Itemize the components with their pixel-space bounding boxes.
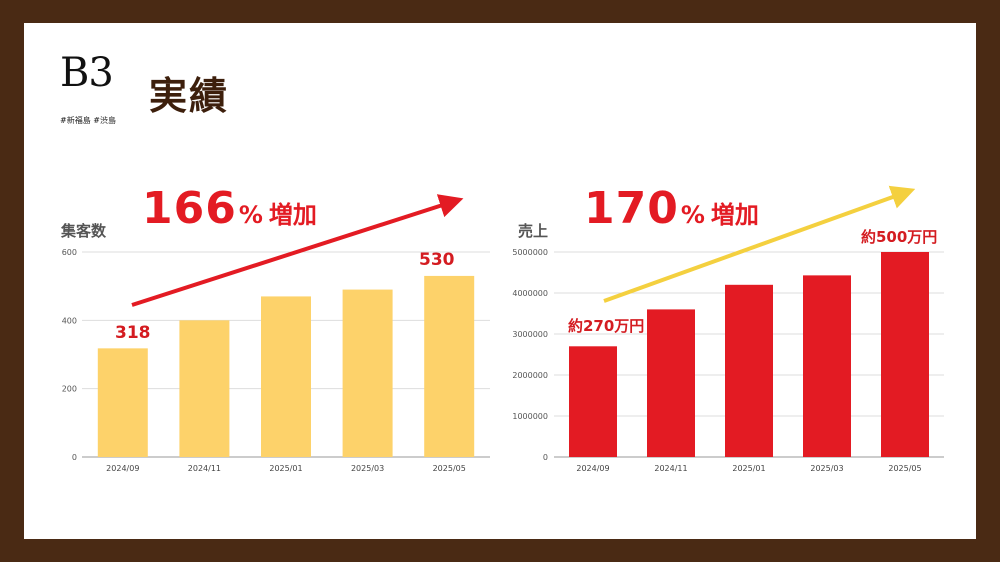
right-growth: 170% 増加 bbox=[584, 183, 759, 234]
left-growth: 166% 増加 bbox=[142, 183, 317, 234]
logo-tags: #新福島 #渋島 bbox=[60, 116, 116, 125]
left-growth-text: 増加 bbox=[268, 201, 317, 229]
right-bar bbox=[881, 252, 929, 457]
left-bar bbox=[261, 296, 311, 457]
right-ytick-label: 2000000 bbox=[512, 371, 548, 380]
left-bar bbox=[179, 320, 230, 457]
right-xtick-label: 2025/03 bbox=[810, 464, 843, 473]
left-bar bbox=[424, 275, 475, 457]
right-xtick-label: 2025/05 bbox=[888, 464, 921, 473]
left-last-label: 530 bbox=[419, 250, 455, 270]
right-last-label: 約500万円 bbox=[861, 228, 938, 246]
right-growth-num: 170 bbox=[584, 183, 679, 234]
right-ytick-label: 5000000 bbox=[512, 248, 548, 257]
right-xtick-label: 2024/09 bbox=[576, 464, 609, 473]
right-xtick-label: 2024/11 bbox=[654, 464, 687, 473]
right-trend-arrow bbox=[603, 185, 916, 303]
right-xtick-label: 2025/01 bbox=[732, 464, 765, 473]
page-title: 実績 bbox=[149, 73, 230, 118]
right-ytick-label: 4000000 bbox=[512, 289, 548, 298]
right-bar bbox=[647, 309, 695, 457]
left-growth-num: 166 bbox=[142, 183, 237, 234]
right-bar bbox=[803, 275, 851, 457]
right-ytick-label: 0 bbox=[543, 453, 548, 462]
left-xtick-label: 2024/11 bbox=[188, 464, 221, 473]
right-bar bbox=[569, 346, 617, 457]
left-ytick-label: 600 bbox=[62, 248, 77, 257]
left-trend-arrow bbox=[131, 194, 464, 307]
right-ytick-label: 1000000 bbox=[512, 412, 548, 421]
slide: B3 #新福島 #渋島 実績 0 200 400 600 2024/09 2024/11 2… bbox=[24, 23, 976, 539]
right-ytick-label: 3000000 bbox=[512, 330, 548, 339]
right-bar bbox=[725, 284, 773, 457]
left-ytick-label: 200 bbox=[62, 385, 77, 394]
left-ytick-label: 0 bbox=[72, 453, 77, 462]
logo: B3 bbox=[60, 50, 114, 96]
left-first-label: 318 bbox=[115, 323, 151, 343]
left-ylabel: 集客数 bbox=[61, 222, 107, 240]
charts-canvas: 0 200 400 600 2024/09 2024/11 2025/01 2025/03 20… bbox=[62, 185, 944, 473]
left-xtick-label: 2025/01 bbox=[269, 464, 302, 473]
left-ytick-label: 400 bbox=[62, 316, 77, 325]
right-growth-pct: % bbox=[680, 201, 705, 229]
left-xtick-label: 2024/09 bbox=[106, 464, 139, 473]
left-xtick-label: 2025/03 bbox=[351, 464, 384, 473]
right-ylabel: 売上 bbox=[518, 222, 549, 240]
right-first-label: 約270万円 bbox=[568, 317, 645, 335]
left-bar bbox=[342, 289, 393, 457]
left-xtick-label: 2025/05 bbox=[433, 464, 466, 473]
left-growth-pct: % bbox=[238, 201, 263, 229]
right-growth-text: 増加 bbox=[710, 201, 759, 229]
left-bar bbox=[97, 348, 148, 457]
